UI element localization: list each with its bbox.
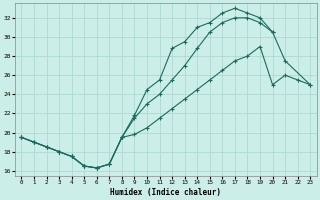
X-axis label: Humidex (Indice chaleur): Humidex (Indice chaleur) xyxy=(110,188,221,197)
